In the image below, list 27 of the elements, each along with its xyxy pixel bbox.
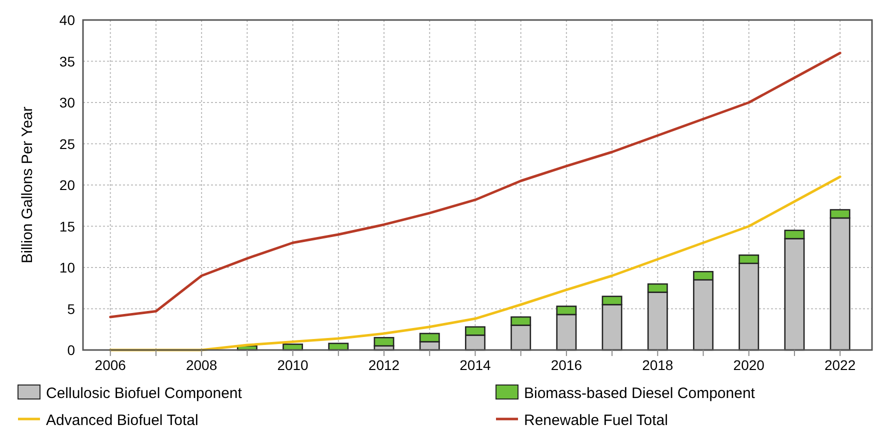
y-tick-label: 20 — [59, 177, 76, 193]
x-tick-label: 2018 — [642, 357, 674, 373]
x-tick-label: 2008 — [186, 357, 218, 373]
x-tick-label: 2006 — [94, 357, 126, 373]
x-tick-label: 2010 — [277, 357, 309, 373]
x-tick-label: 2016 — [550, 357, 582, 373]
legend-label: Cellulosic Biofuel Component — [46, 385, 243, 402]
y-axis-title: Billion Gallons Per Year — [19, 106, 36, 264]
y-tick-label: 5 — [67, 300, 76, 317]
legend-label: Advanced Biofuel Total — [46, 412, 198, 429]
x-tick-label: 2022 — [824, 357, 856, 373]
x-tick-label: 2014 — [460, 357, 491, 373]
line-series — [109, 176, 842, 352]
y-tick-label: 35 — [59, 53, 76, 70]
y-tick-label: 10 — [59, 260, 76, 276]
y-tick-label: 30 — [59, 94, 76, 110]
y-tick-label: 40 — [59, 12, 76, 28]
line-series — [109, 52, 842, 318]
bar — [328, 342, 349, 351]
legend-label: Biomass-based Diesel Component — [524, 385, 756, 402]
legend-label: Renewable Fuel Total — [524, 412, 668, 429]
y-tick-label: 15 — [59, 218, 76, 234]
bar — [374, 336, 394, 347]
x-tick-label: 2012 — [368, 357, 400, 373]
y-tick-label: 25 — [59, 136, 76, 152]
x-tick-label: 2020 — [733, 357, 765, 373]
y-tick-label: 0 — [67, 342, 76, 358]
